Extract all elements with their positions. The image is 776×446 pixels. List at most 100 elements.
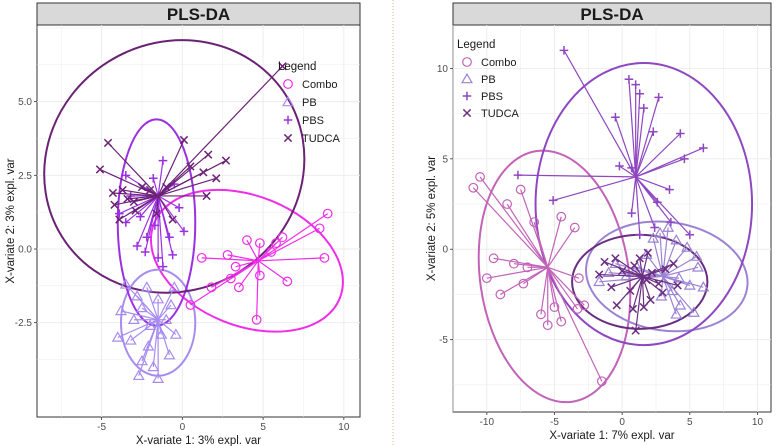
star-segment: [635, 133, 681, 178]
point-marker: [169, 328, 182, 339]
point-marker: [635, 254, 644, 263]
point-marker: [222, 249, 233, 260]
point-marker: [319, 252, 330, 263]
legend-title: Legend: [457, 39, 495, 51]
series-tudca: [95, 62, 287, 224]
star-segment: [639, 258, 644, 277]
point-marker: [661, 264, 670, 274]
star-segment: [258, 257, 325, 262]
point-marker: [515, 184, 526, 195]
star-segment: [157, 177, 217, 197]
point-marker: [131, 290, 144, 301]
point-marker: [666, 217, 676, 227]
point-marker: [185, 300, 196, 310]
star-segment: [552, 176, 636, 201]
point-marker: [653, 197, 662, 207]
point-marker: [165, 232, 174, 242]
point-marker: [155, 328, 168, 339]
grid: [37, 25, 360, 417]
star-segment: [641, 252, 649, 277]
star-segment: [621, 270, 643, 277]
point-marker: [314, 223, 325, 234]
point-marker: [665, 185, 674, 194]
point-marker: [628, 304, 638, 314]
series-tudca: [594, 248, 682, 335]
point-marker: [136, 212, 145, 221]
point-marker: [221, 156, 231, 165]
chart-title: PLS-DA: [580, 5, 643, 24]
point-marker: [556, 316, 567, 327]
legend-entry-combo: Combo: [302, 79, 337, 91]
point-marker: [699, 143, 708, 153]
point-marker: [462, 108, 472, 118]
star-segment: [500, 266, 549, 295]
star-segment: [506, 203, 549, 268]
point-marker: [662, 221, 675, 232]
x-tick-label: -5: [97, 422, 106, 433]
point-marker: [283, 133, 293, 143]
point-marker: [612, 301, 621, 310]
point-marker: [152, 372, 165, 383]
point-marker: [548, 196, 558, 205]
point-marker: [283, 79, 293, 89]
point-marker: [168, 250, 177, 260]
x-tick-label: 5: [260, 422, 266, 433]
chart-title: PLS-DA: [167, 5, 230, 24]
point-marker: [135, 354, 148, 366]
star-segment: [659, 232, 664, 277]
star-segment: [257, 251, 272, 262]
star-segment: [635, 93, 641, 177]
point-marker: [115, 215, 124, 224]
star-segment: [517, 174, 636, 178]
point-marker: [594, 270, 604, 279]
point-marker: [132, 369, 145, 381]
legend-entry-pbs: PBS: [302, 115, 324, 127]
point-marker: [635, 230, 645, 240]
point-marker: [646, 295, 655, 305]
point-marker: [140, 281, 153, 292]
point-marker: [654, 279, 663, 288]
point-marker: [602, 266, 615, 278]
star-segment: [125, 195, 159, 223]
point-marker: [508, 258, 519, 269]
star-segment: [157, 160, 164, 197]
point-marker: [142, 340, 155, 351]
legend-title: Legend: [278, 61, 316, 73]
legend-entry-combo: Combo: [481, 57, 516, 69]
star-segment: [120, 310, 159, 321]
star-segment: [662, 266, 699, 277]
point-marker: [611, 254, 620, 263]
star-segment: [157, 319, 171, 356]
point-marker: [145, 185, 155, 195]
point-marker: [549, 302, 560, 313]
y-tick-label: 5: [442, 154, 448, 165]
point-marker: [642, 275, 651, 285]
star-segment: [520, 189, 549, 268]
x-tick-label: -10: [480, 417, 495, 428]
y-axis-label: X-variate 2: 3% expl. var: [5, 158, 17, 283]
point-marker: [615, 161, 624, 171]
star-segment: [472, 187, 549, 268]
star-segment: [157, 139, 185, 197]
star-segment: [513, 263, 548, 268]
star-segment: [635, 276, 644, 331]
star-segment: [635, 97, 660, 178]
chart-panel-2: PLS-DA -10 -5 0 5 10 -5 0 5 10 X-variate 1: 7% exp…: [426, 2, 772, 442]
star-segment: [136, 195, 159, 247]
point-marker: [681, 241, 694, 252]
point-marker: [152, 292, 165, 304]
star-segment: [155, 195, 159, 214]
point-marker: [163, 348, 176, 360]
star-segment: [547, 267, 562, 322]
point-marker: [132, 241, 142, 251]
y-tick-label: 0.0: [18, 245, 32, 256]
star-segment: [563, 50, 637, 178]
point-marker: [111, 331, 124, 342]
point-marker: [607, 283, 616, 292]
series-pb: [111, 278, 182, 383]
star-segment: [635, 176, 641, 235]
star-segment: [547, 266, 585, 306]
star-segment: [112, 192, 159, 197]
point-marker: [165, 298, 178, 310]
